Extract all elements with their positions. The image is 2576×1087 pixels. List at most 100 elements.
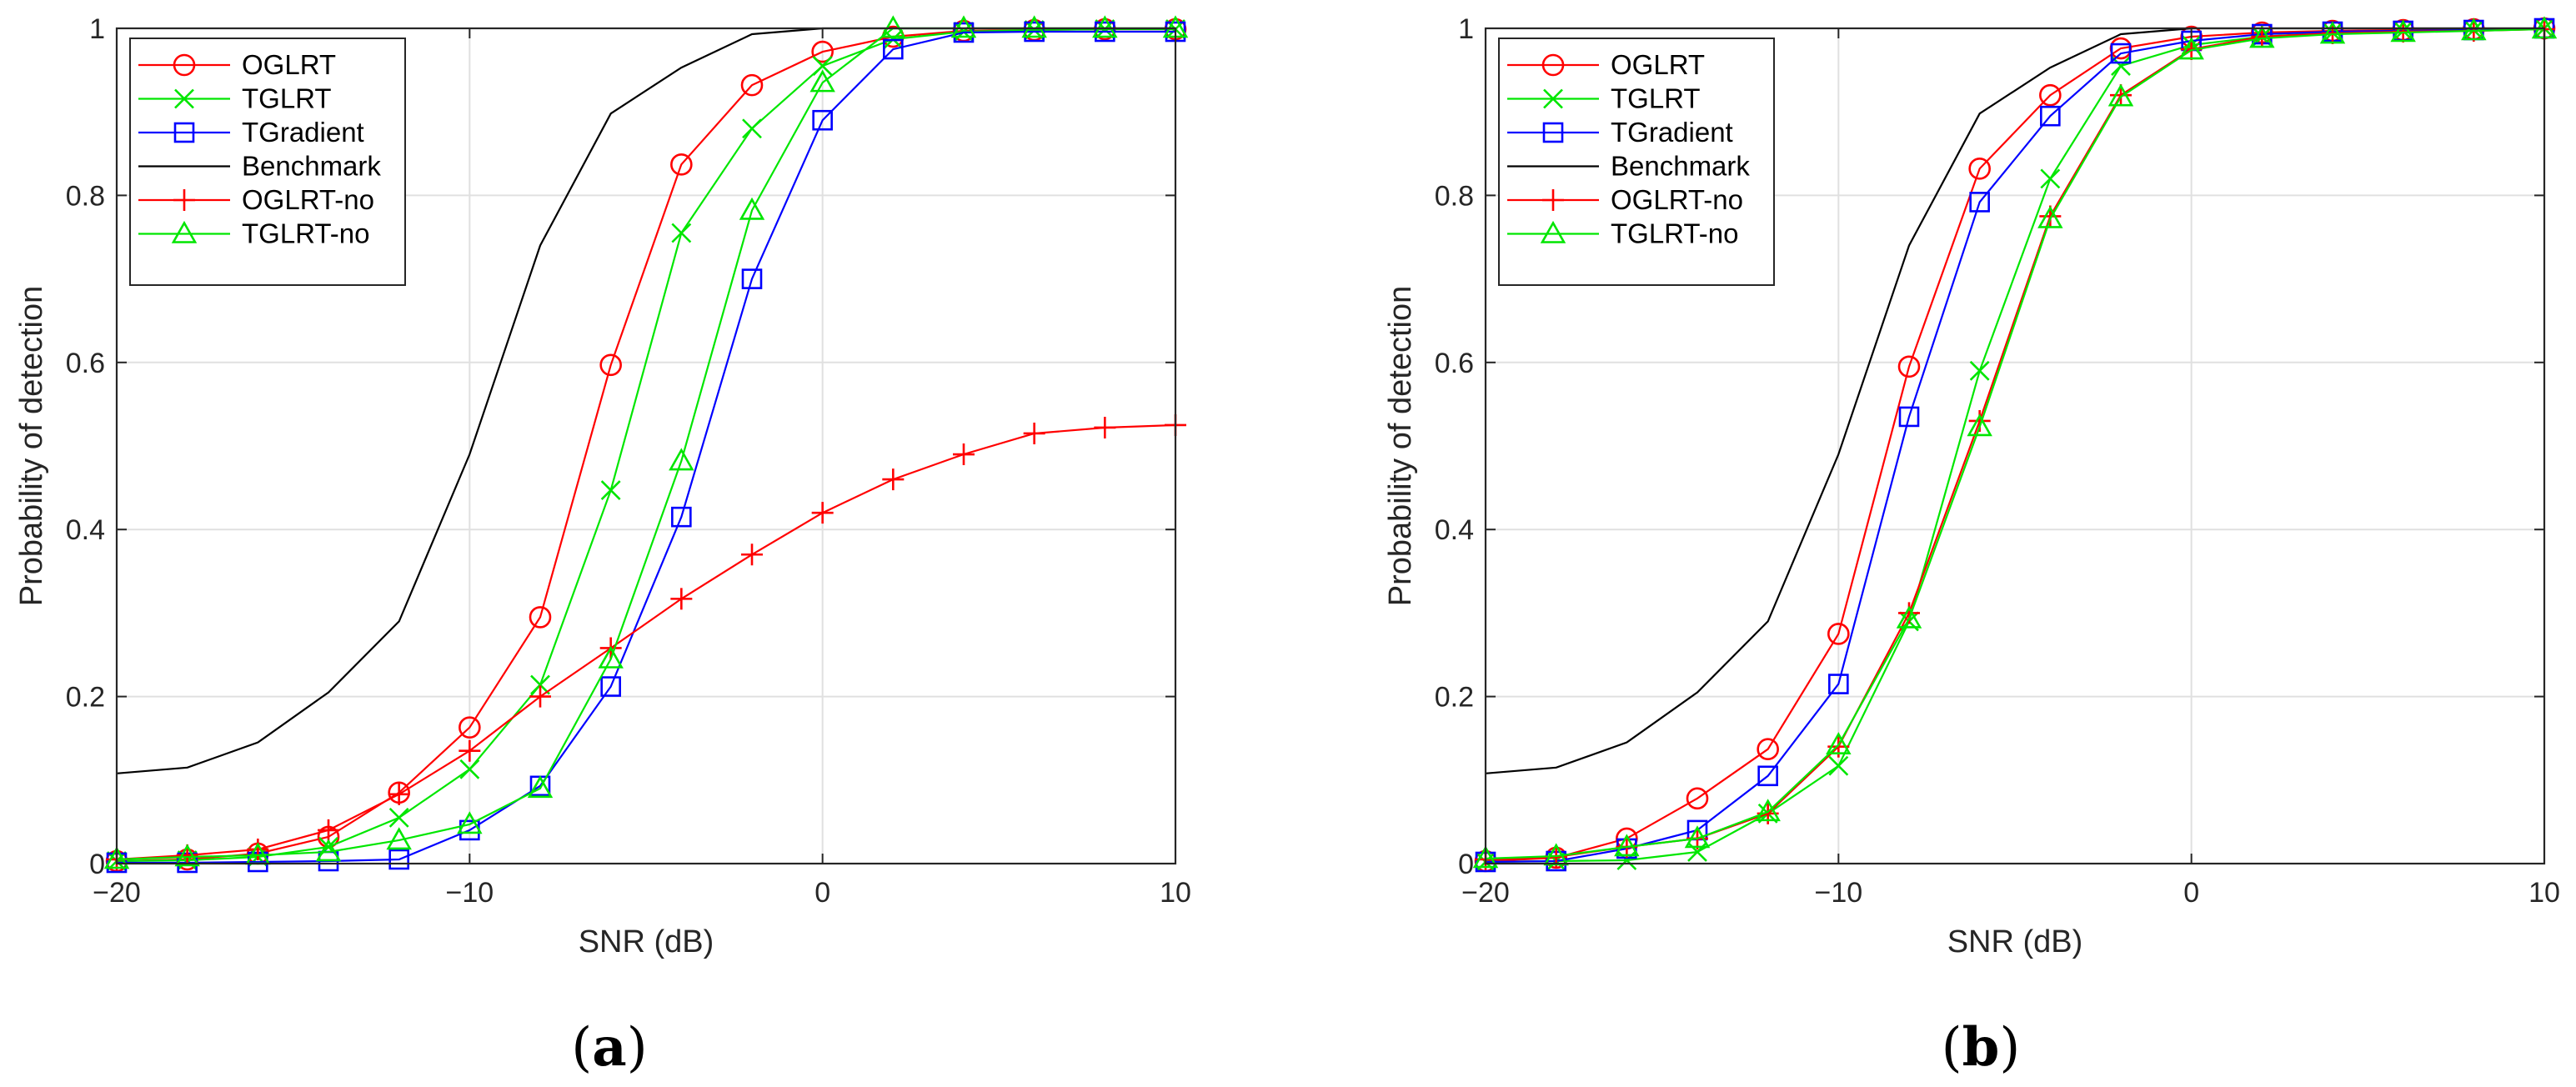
chart-b: −20 −10 0 10 0 0.2 0.4 0.6 0.8 1 SNR (dB) Probabili… — [1383, 13, 2560, 959]
data-point — [600, 480, 621, 501]
legend-entry-oglrt-no: OGLRT-no — [1507, 184, 1743, 215]
data-point — [953, 443, 975, 466]
data-point — [388, 849, 409, 870]
y-axis-label: Probability of detection — [1383, 286, 1418, 606]
legend-box — [129, 38, 406, 286]
data-point — [318, 819, 339, 841]
y-tick-label: 1 — [1458, 13, 1474, 45]
data-point — [2040, 168, 2061, 189]
data-point — [1969, 192, 1990, 213]
data-point — [2319, 21, 2346, 44]
chart-a: −20 −10 0 10 0 0.2 0.4 0.6 0.8 1 SNR (dB) Probabili… — [14, 13, 1191, 959]
y-tick-label: 0.2 — [66, 682, 105, 714]
panel-label-b: (b) — [1942, 1016, 2021, 1079]
legend: OGLRTTGLRTTGradientBenchmarkOGLRT-noTGLR… — [129, 38, 406, 286]
series-line-tgradient — [1485, 27, 2545, 864]
y-tick-label: 0.4 — [1435, 514, 1474, 546]
y-tick-label: 0.4 — [66, 514, 105, 546]
x-tick-label: −20 — [93, 877, 141, 909]
data-point — [741, 544, 763, 566]
data-point — [2039, 83, 2062, 107]
data-point — [1897, 355, 1921, 378]
data-point — [1828, 674, 1849, 694]
legend-label: OGLRT-no — [242, 184, 374, 215]
legend-marker — [1542, 122, 1564, 143]
data-point — [459, 716, 481, 739]
data-point — [670, 588, 693, 610]
data-point — [1969, 360, 1990, 381]
data-point — [1827, 623, 1850, 645]
legend-label: OGLRT — [1611, 49, 1705, 80]
legend-label: OGLRT-no — [1611, 184, 1743, 215]
data-point — [811, 502, 834, 524]
x-tick-label: 10 — [1160, 877, 1191, 909]
data-point — [1826, 732, 1852, 755]
x-tick-label: −20 — [1461, 877, 1510, 909]
legend-marker — [174, 88, 194, 109]
data-point — [1472, 845, 1499, 869]
legend-box — [1498, 38, 1775, 286]
data-point — [812, 109, 833, 131]
legend-marker — [1540, 220, 1566, 243]
data-point — [600, 676, 621, 697]
data-point — [1616, 850, 1637, 870]
series-line-tgradient — [117, 30, 1175, 864]
data-point — [2461, 18, 2487, 41]
x-tick-label: −10 — [1814, 877, 1862, 909]
data-point — [739, 197, 765, 220]
legend-label: TGLRT — [1611, 83, 1701, 114]
x-tick-label: 0 — [814, 877, 830, 909]
legend-entry-oglrt: OGLRT — [1507, 49, 1705, 80]
data-point — [812, 56, 833, 77]
data-point — [1687, 842, 1707, 862]
data-point — [2037, 205, 2063, 228]
legend-label: Benchmark — [1611, 151, 1750, 182]
y-tick-label: 0.6 — [66, 348, 105, 379]
data-point — [809, 69, 835, 93]
y-tick-label: 0.6 — [1435, 348, 1474, 379]
axes-box — [1484, 27, 2546, 865]
data-point — [1757, 738, 1779, 761]
data-point — [459, 739, 481, 762]
data-point — [741, 268, 763, 289]
legend-label: TGLRT-no — [1611, 218, 1738, 249]
data-point — [315, 839, 342, 862]
legend-label: TGLRT — [242, 83, 332, 114]
data-point — [1614, 834, 1640, 857]
series-line-oglrt-no — [116, 423, 1176, 861]
legend-entry-benchmark: Benchmark — [1507, 151, 1750, 182]
legend-label: OGLRT — [242, 49, 336, 80]
legend-label: TGradient — [242, 117, 364, 148]
legend-entry-benchmark: Benchmark — [138, 151, 381, 182]
data-point — [1686, 787, 1709, 810]
series-group — [1472, 16, 2558, 873]
axes-box — [115, 27, 1177, 865]
data-point — [880, 15, 906, 38]
data-point — [598, 645, 624, 669]
x-axis-label: SNR (dB) — [1947, 924, 2083, 959]
data-point — [950, 15, 977, 38]
data-point — [1021, 15, 1047, 38]
data-point — [1755, 799, 1781, 822]
data-point — [1968, 158, 1991, 180]
series-line-tglrt-no — [1485, 28, 2545, 860]
data-point — [1094, 416, 1116, 438]
data-point — [103, 846, 130, 869]
data-point — [1757, 765, 1778, 787]
data-point — [740, 73, 764, 97]
data-point — [530, 674, 550, 695]
data-point — [669, 448, 694, 471]
series-line-tglrt — [116, 28, 1175, 863]
panel-label-a: (a) — [571, 1016, 647, 1079]
series-tglrt-no — [1472, 16, 2558, 869]
y-tick-label: 0.2 — [1435, 682, 1474, 714]
data-point — [671, 223, 692, 243]
legend: OGLRTTGLRTTGradientBenchmarkOGLRT-noTGLR… — [1498, 38, 1775, 286]
data-point — [2040, 105, 2061, 127]
y-tick-label: 0.8 — [1435, 180, 1474, 212]
legend-entry-tglrt-no: TGLRT-no — [138, 218, 369, 249]
x-tick-label: 0 — [2183, 877, 2199, 909]
legend-entry-tglrt: TGLRT — [138, 83, 332, 114]
legend-entry-tgradient: TGradient — [138, 117, 364, 148]
data-point — [742, 118, 762, 139]
